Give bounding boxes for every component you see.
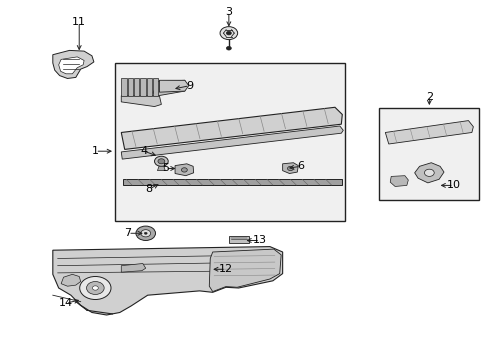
Polygon shape bbox=[175, 164, 193, 176]
Circle shape bbox=[144, 232, 147, 234]
Polygon shape bbox=[153, 80, 184, 96]
Polygon shape bbox=[282, 163, 298, 174]
Polygon shape bbox=[157, 166, 165, 171]
Circle shape bbox=[86, 282, 104, 294]
Text: 7: 7 bbox=[124, 228, 131, 238]
Bar bbox=[140, 78, 145, 96]
Circle shape bbox=[226, 31, 231, 35]
Bar bbox=[115, 63, 344, 221]
Text: 12: 12 bbox=[219, 264, 232, 274]
Circle shape bbox=[424, 169, 433, 176]
Polygon shape bbox=[121, 107, 342, 149]
Bar bbox=[153, 78, 158, 96]
Text: 10: 10 bbox=[446, 180, 460, 190]
Polygon shape bbox=[159, 80, 188, 92]
Polygon shape bbox=[59, 57, 84, 74]
Bar bbox=[123, 179, 342, 185]
Circle shape bbox=[287, 166, 293, 171]
Bar bbox=[134, 78, 139, 96]
Text: 11: 11 bbox=[72, 17, 86, 27]
Circle shape bbox=[154, 156, 168, 166]
Bar bbox=[228, 236, 249, 243]
Bar bbox=[121, 78, 126, 96]
Polygon shape bbox=[121, 264, 145, 272]
Polygon shape bbox=[414, 163, 443, 183]
Circle shape bbox=[136, 226, 155, 240]
Circle shape bbox=[220, 27, 237, 40]
Circle shape bbox=[141, 230, 150, 237]
Circle shape bbox=[92, 286, 98, 290]
Polygon shape bbox=[121, 126, 343, 159]
Text: 4: 4 bbox=[141, 146, 147, 156]
Polygon shape bbox=[121, 96, 161, 107]
Circle shape bbox=[181, 168, 187, 172]
Text: 9: 9 bbox=[186, 81, 193, 91]
Polygon shape bbox=[53, 50, 94, 78]
Text: 14: 14 bbox=[59, 298, 73, 308]
Polygon shape bbox=[53, 247, 282, 315]
Text: 5: 5 bbox=[162, 163, 168, 174]
Circle shape bbox=[80, 276, 111, 300]
Polygon shape bbox=[209, 249, 281, 292]
Text: 6: 6 bbox=[297, 161, 304, 171]
Bar bbox=[127, 78, 133, 96]
Text: 2: 2 bbox=[425, 92, 432, 102]
Text: 13: 13 bbox=[253, 235, 266, 246]
Circle shape bbox=[158, 159, 164, 164]
Polygon shape bbox=[389, 176, 407, 186]
Polygon shape bbox=[61, 274, 81, 286]
Polygon shape bbox=[385, 121, 472, 144]
Bar bbox=[146, 78, 152, 96]
Text: 1: 1 bbox=[92, 146, 99, 156]
Bar bbox=[378, 108, 478, 200]
Text: 3: 3 bbox=[225, 6, 232, 17]
Circle shape bbox=[226, 46, 231, 50]
Text: 8: 8 bbox=[145, 184, 152, 194]
